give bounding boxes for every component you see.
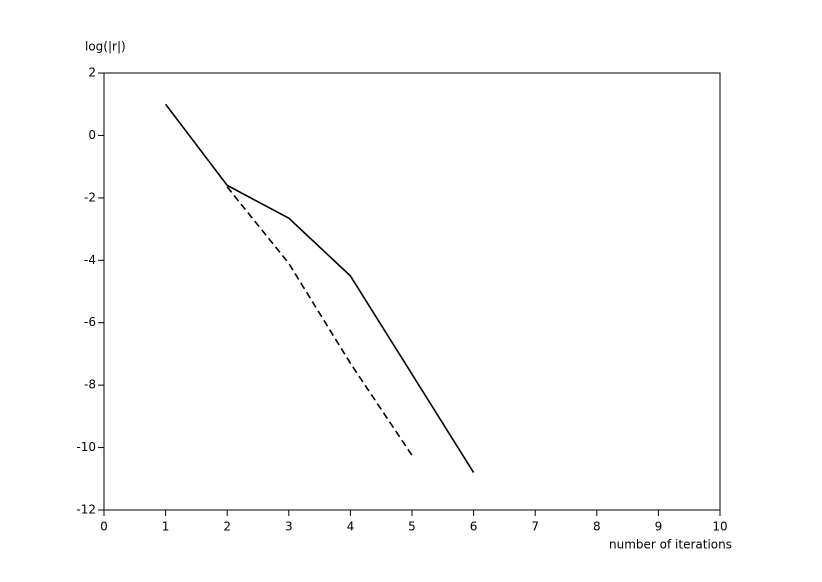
x-tick-label: 2 (223, 520, 231, 534)
y-tick-label: 0 (88, 128, 96, 142)
y-tick-label: -10 (76, 440, 96, 454)
x-tick-label: 3 (285, 520, 293, 534)
x-tick-label: 7 (531, 520, 539, 534)
y-tick-label: -8 (84, 378, 96, 392)
x-tick-label: 10 (712, 520, 727, 534)
x-tick-label: 6 (470, 520, 478, 534)
y-tick-label: -12 (76, 503, 96, 517)
y-tick-label: -6 (84, 315, 96, 329)
x-tick-label: 8 (593, 520, 601, 534)
x-tick-label: 4 (347, 520, 355, 534)
series-line (164, 103, 475, 473)
y-tick-label: -4 (84, 253, 96, 267)
y-tick-label: 2 (88, 66, 96, 80)
plot-frame (103, 72, 721, 511)
x-tick-label: 0 (100, 520, 108, 534)
x-axis-label: number of iterations (609, 538, 732, 552)
y-axis-label: log(|r|) (85, 40, 126, 54)
series-line (226, 186, 413, 456)
x-tick-label: 1 (162, 520, 170, 534)
x-tick-label: 9 (655, 520, 663, 534)
x-tick-label: 5 (408, 520, 416, 534)
y-tick-label: -2 (84, 190, 96, 204)
